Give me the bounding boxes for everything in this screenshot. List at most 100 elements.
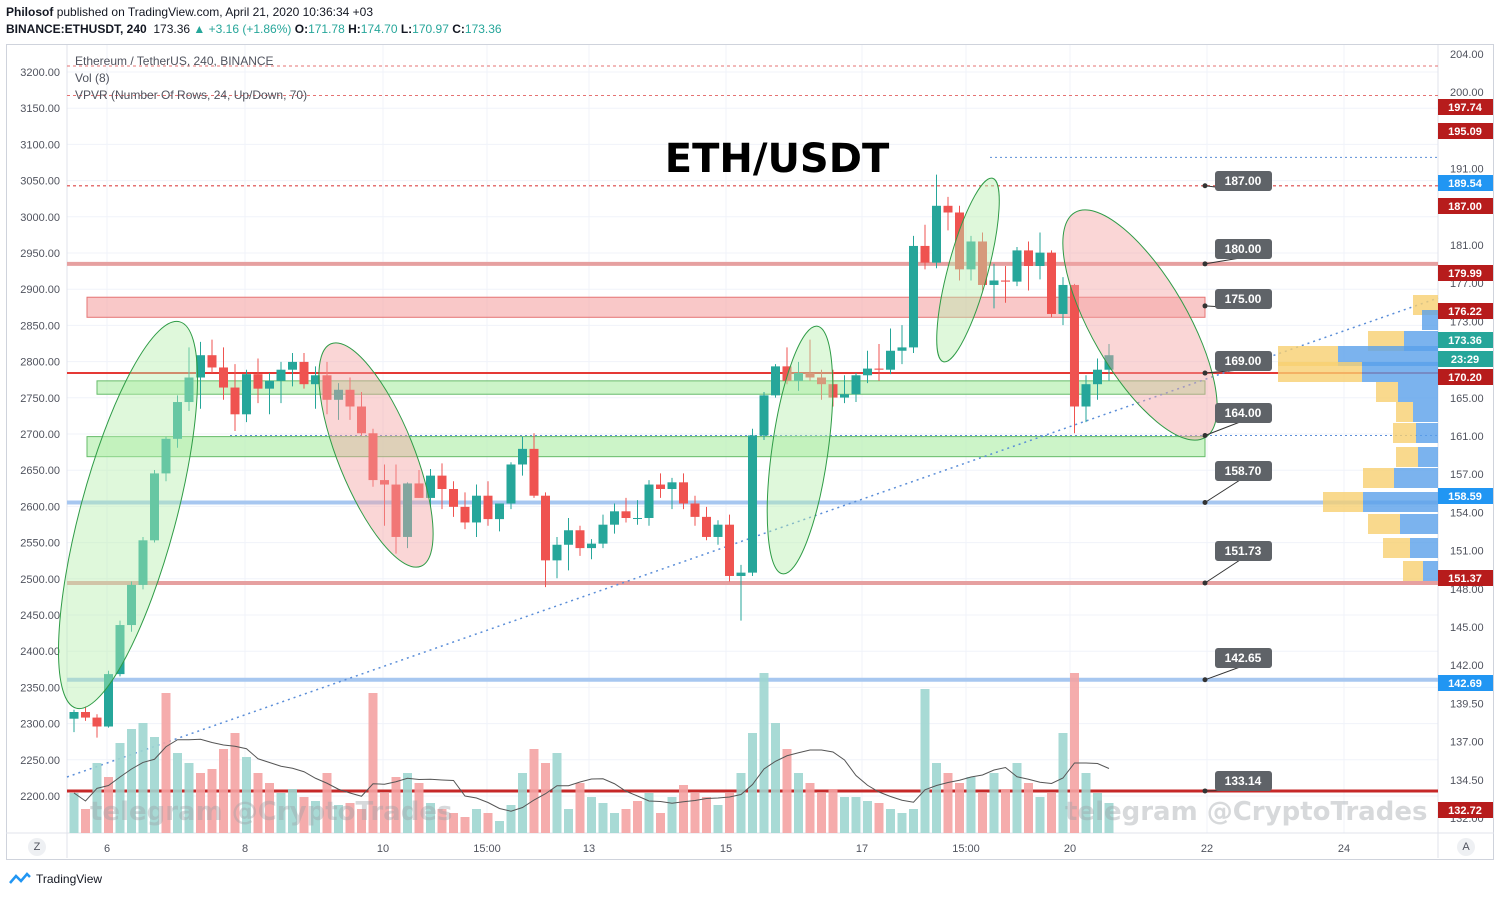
candle-body: [299, 361, 309, 385]
volume-bar: [173, 753, 182, 833]
price-tag-label: 176.22: [1448, 306, 1482, 318]
legend-vpvr[interactable]: VPVR (Number Of Rows, 24, Up/Down, 70): [75, 88, 308, 102]
right-axis-tick: 200.00: [1450, 87, 1484, 99]
candle-body: [357, 406, 366, 434]
vpvr-up-bar: [1423, 561, 1438, 581]
candle-body: [851, 375, 861, 395]
volume-bar: [230, 733, 240, 833]
candle-body: [437, 475, 447, 490]
candle-body: [564, 530, 573, 545]
candle-body: [610, 511, 619, 525]
volume-bar: [322, 773, 332, 833]
price-tag: [1438, 265, 1493, 281]
volume-bar: [690, 793, 700, 833]
callout-box: [1215, 461, 1272, 481]
vpvr-up-bar: [1398, 382, 1438, 402]
price-tag-label: 23:29: [1451, 354, 1479, 366]
volume-bar: [460, 817, 470, 833]
vpvr-down-bar: [1278, 362, 1362, 382]
callout-pointer: [1204, 421, 1241, 436]
candle-body: [713, 524, 723, 537]
vpvr-up-bar: [1413, 402, 1438, 422]
candle-body: [380, 480, 389, 485]
footer-brand[interactable]: TradingView: [8, 872, 102, 886]
volume-bar: [805, 783, 815, 833]
candle-body: [69, 712, 79, 719]
candle-body: [598, 524, 608, 544]
volume-bar: [196, 773, 205, 833]
right-axis-tick: 157.00: [1450, 469, 1484, 481]
price-tag: [1438, 369, 1493, 385]
publisher-name[interactable]: Philosof: [6, 5, 54, 19]
candle-body: [253, 374, 263, 389]
candle-body: [334, 389, 343, 400]
callout-box: [1215, 289, 1272, 309]
price-tag-label: 158.59: [1448, 491, 1482, 503]
candle-body: [1024, 250, 1033, 267]
open-label: O:: [294, 22, 309, 36]
volume-bar: [472, 809, 481, 833]
volume-bar: [564, 809, 573, 833]
volume-bar: [518, 773, 527, 833]
volume-bar: [1024, 783, 1033, 833]
legend-volume[interactable]: Vol (8): [75, 71, 110, 85]
vpvr-up-bar: [1416, 423, 1438, 443]
candle-body: [368, 433, 378, 481]
price-tag: [1438, 570, 1493, 586]
x-axis-tick: 10: [377, 843, 389, 855]
volume-bar: [1012, 763, 1022, 833]
vpvr-up-bar: [1422, 310, 1438, 330]
volume-bar: [184, 763, 194, 833]
chart-title: ETH/USDT: [665, 136, 890, 182]
volume-bar: [276, 793, 286, 833]
callout-box: [1215, 351, 1272, 371]
candle-body: [426, 475, 435, 498]
candle-body: [702, 516, 711, 537]
x-axis-tick: 6: [104, 843, 110, 855]
candle-body: [587, 543, 596, 549]
left-axis-tick: 2300.00: [20, 719, 60, 731]
candle-body: [932, 205, 941, 263]
high-value: 174.70: [360, 22, 398, 36]
volume-bar: [495, 821, 504, 833]
legend-symbol[interactable]: Ethereum / TetherUS, 240, BINANCE: [75, 54, 274, 68]
volume-bar: [886, 809, 895, 833]
candle-body: [552, 544, 562, 561]
volume-bar: [587, 797, 596, 833]
candle-body: [207, 355, 217, 368]
left-axis-tick: 2550.00: [20, 538, 60, 550]
candle-body: [575, 530, 585, 549]
right-axis-tick: 161.00: [1450, 431, 1484, 443]
symbol-line: BINANCE:ETHUSDT, 240 173.36 ▲ +3.16 (+1.…: [6, 22, 502, 36]
price-tag: [1438, 675, 1493, 691]
volume-bar: [771, 723, 780, 833]
volume-bar: [782, 749, 792, 833]
right-axis-tick: 148.00: [1450, 584, 1484, 596]
callout-anchor: [1202, 580, 1208, 586]
price-tag: [1438, 198, 1493, 214]
volume-bar: [92, 763, 102, 833]
volume-bar: [391, 777, 401, 833]
vpvr-down-bar: [1403, 561, 1423, 581]
callout-box: [1215, 771, 1272, 791]
volume-bar: [506, 805, 516, 833]
candle-body: [966, 241, 976, 270]
left-axis-tick: 3050.00: [20, 176, 60, 188]
volume-bar: [794, 773, 803, 833]
volume-bar: [1093, 793, 1102, 833]
candle-body: [759, 395, 769, 436]
low-value: 170.97: [412, 22, 449, 36]
left-axis-tick: 3200.00: [20, 67, 60, 79]
candle-body: [1104, 355, 1114, 370]
candle-body: [541, 495, 550, 561]
volume-bar: [966, 777, 976, 833]
callout-box: [1215, 403, 1272, 423]
candle-body: [644, 484, 654, 518]
log-scale-toggle[interactable]: Z: [28, 838, 46, 856]
candle-body: [1035, 252, 1045, 267]
volume-bar: [1047, 793, 1056, 833]
auto-scale-toggle[interactable]: A: [1457, 838, 1475, 856]
vpvr-up-bar: [1362, 362, 1438, 382]
pattern-ellipse: [58, 320, 198, 710]
